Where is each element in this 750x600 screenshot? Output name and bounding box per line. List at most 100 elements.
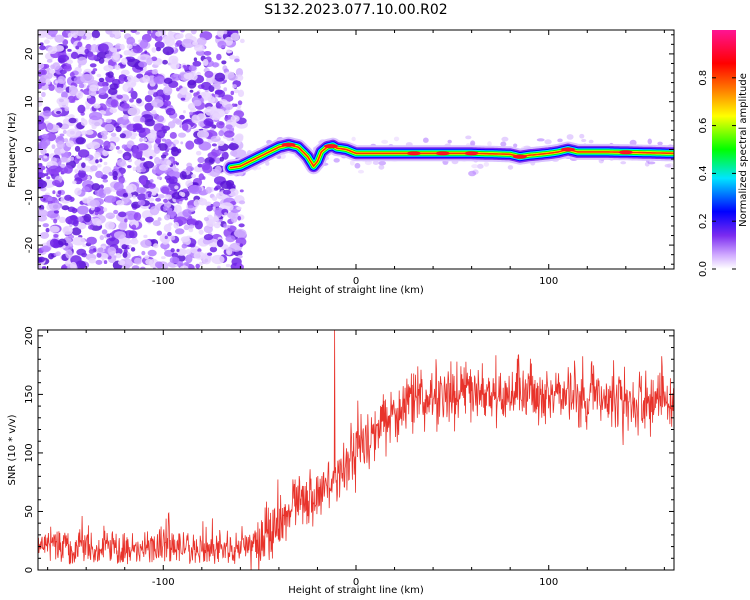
- noise-speckle-dot: [139, 39, 149, 49]
- noise-speckle-dot: [38, 179, 47, 189]
- noise-speckle-dot: [63, 138, 69, 143]
- noise-speckle-dot: [93, 37, 96, 41]
- noise-speckle-dot: [129, 238, 139, 245]
- noise-speckle-dot: [118, 211, 127, 218]
- noise-speckle-dot: [112, 51, 121, 61]
- snr-ytick-label: 150: [24, 385, 35, 404]
- colorbar-ticks: 0.0 0.2 0.4 0.6 0.8: [698, 70, 736, 277]
- noise-speckle-dot: [212, 113, 221, 121]
- noise-speckle-dot: [95, 159, 99, 164]
- ridge-halo-dot: [557, 138, 563, 143]
- noise-speckle-dot: [160, 186, 170, 194]
- noise-speckle-dot: [189, 89, 194, 93]
- noise-speckle-dot: [214, 84, 221, 90]
- noise-speckle-dot: [157, 143, 168, 151]
- noise-speckle-dot: [192, 60, 202, 67]
- noise-speckle-dot: [38, 101, 43, 108]
- noise-speckle-dot: [133, 257, 142, 265]
- noise-speckle-dot: [108, 215, 114, 219]
- noise-speckle-dot: [102, 166, 112, 175]
- noise-speckle-dot: [46, 59, 53, 63]
- noise-speckle-dot: [75, 137, 86, 145]
- noise-speckle-dot: [230, 32, 240, 42]
- snr-xlabel: Height of straight line (km): [288, 585, 424, 596]
- noise-speckle-dot: [99, 234, 105, 241]
- noise-speckle-dot: [118, 222, 128, 231]
- noise-speckle-dot: [98, 57, 105, 64]
- noise-speckle-dot: [147, 30, 152, 35]
- noise-speckle-dot: [87, 54, 98, 61]
- noise-speckle-dot: [84, 157, 90, 161]
- noise-speckle-dot: [155, 197, 162, 202]
- noise-speckle-dot: [224, 212, 228, 216]
- noise-speckle-dot: [109, 107, 118, 114]
- noise-speckle-dot: [183, 65, 190, 71]
- noise-speckle-dot: [234, 58, 240, 63]
- spec-ytick-label: 0: [24, 146, 35, 152]
- noise-speckle-dot: [223, 130, 235, 138]
- noise-speckle-dot: [181, 123, 189, 131]
- noise-speckle-dot: [179, 265, 189, 269]
- noise-speckle-dot: [193, 199, 200, 207]
- noise-speckle-dot: [144, 94, 153, 103]
- colorbar: 0.0 0.2 0.4 0.6 0.8 Normalized spectral ampl…: [698, 30, 749, 277]
- noise-speckle-dot: [115, 252, 122, 259]
- noise-speckle-dot: [92, 206, 101, 213]
- noise-speckle-dot: [93, 103, 101, 109]
- noise-speckle-dot: [78, 149, 90, 158]
- noise-speckle-dot: [70, 51, 79, 60]
- noise-speckle-dot: [142, 138, 148, 142]
- noise-speckle-dot: [131, 265, 140, 269]
- noise-speckle-dot: [173, 221, 180, 229]
- noise-speckle-dot: [171, 252, 179, 258]
- noise-speckle-dot: [80, 73, 95, 84]
- noise-speckle-dot: [167, 91, 172, 95]
- snr-ytick-label: 50: [24, 505, 35, 518]
- ridge-halo-dot: [265, 161, 270, 166]
- noise-speckle-dot: [98, 77, 105, 83]
- snr-ytick-label: 100: [24, 443, 35, 462]
- noise-speckle-dot: [140, 178, 147, 186]
- snr-ylabel: SNR (10 * v/v): [7, 414, 18, 485]
- noise-speckle-dot: [174, 185, 179, 190]
- noise-speckle-dot: [223, 30, 228, 35]
- noise-speckle-dot: [146, 132, 157, 142]
- noise-speckle-dot: [131, 224, 137, 230]
- noise-speckle-dot: [204, 106, 214, 116]
- noise-speckle-dot: [49, 68, 54, 74]
- noise-speckle-dot: [130, 191, 139, 198]
- noise-speckle-dot: [38, 115, 45, 125]
- noise-speckle-dot: [43, 155, 48, 159]
- noise-speckle-dot: [151, 99, 164, 108]
- noise-speckle-dot: [185, 248, 192, 255]
- noise-speckle-dot: [224, 36, 233, 46]
- noise-speckle-dot: [119, 44, 125, 51]
- noise-speckle-dot: [151, 47, 157, 53]
- noise-speckle-dot: [74, 187, 82, 196]
- noise-speckle-dot: [154, 41, 165, 49]
- noise-speckle-dot: [117, 260, 126, 266]
- noise-speckle-dot: [217, 40, 227, 49]
- noise-speckle-dot: [149, 156, 153, 160]
- ridge-halo-dot: [500, 141, 507, 147]
- noise-speckle-dot: [188, 185, 203, 195]
- noise-speckle-dot: [113, 181, 124, 191]
- noise-speckle-dot: [233, 134, 244, 143]
- noise-speckle-dot: [160, 154, 167, 159]
- noise-speckle-dot: [120, 69, 130, 76]
- noise-speckle-dot: [103, 260, 108, 265]
- noise-speckle-dot: [212, 215, 219, 222]
- noise-speckle-dot: [211, 62, 219, 68]
- noise-speckle-dot: [87, 97, 96, 105]
- noise-speckle-dot: [109, 33, 116, 38]
- noise-speckle-dot: [41, 266, 47, 269]
- noise-speckle-dot: [88, 111, 103, 121]
- noise-speckle-dot: [207, 252, 213, 256]
- noise-speckle-dot: [187, 204, 194, 209]
- noise-speckle-dot: [105, 237, 120, 246]
- noise-speckle-dot: [130, 247, 136, 252]
- noise-speckle-dot: [172, 167, 179, 172]
- ridge-band: [229, 143, 674, 169]
- noise-speckle-dot: [237, 254, 243, 259]
